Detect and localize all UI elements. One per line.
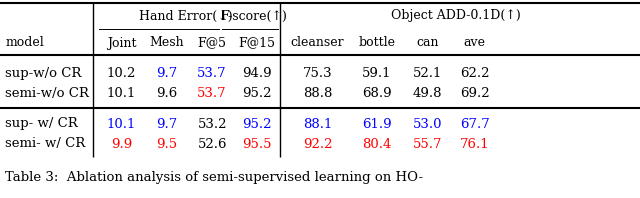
Text: 61.9: 61.9 (362, 117, 392, 130)
Text: 9.6: 9.6 (156, 88, 177, 101)
Text: F@5: F@5 (198, 36, 227, 50)
Text: 52.6: 52.6 (197, 137, 227, 150)
Text: Joint: Joint (107, 36, 136, 50)
Text: 53.0: 53.0 (412, 117, 442, 130)
Text: cleanser: cleanser (291, 36, 344, 50)
Text: 76.1: 76.1 (460, 137, 490, 150)
Text: 53.7: 53.7 (197, 67, 227, 80)
Text: 9.9: 9.9 (111, 137, 132, 150)
Text: 9.5: 9.5 (156, 137, 177, 150)
Text: ave: ave (463, 36, 486, 50)
Text: 59.1: 59.1 (362, 67, 392, 80)
Text: 52.1: 52.1 (413, 67, 442, 80)
Text: 9.7: 9.7 (156, 67, 177, 80)
Text: 88.8: 88.8 (303, 88, 332, 101)
Text: 95.2: 95.2 (242, 88, 272, 101)
Text: 80.4: 80.4 (362, 137, 391, 150)
Text: 10.1: 10.1 (107, 117, 136, 130)
Text: 95.2: 95.2 (242, 117, 272, 130)
Text: 69.2: 69.2 (460, 88, 490, 101)
Text: 9.7: 9.7 (156, 117, 177, 130)
Text: Hand Error(↓): Hand Error(↓) (139, 10, 232, 23)
Text: can: can (416, 36, 438, 50)
Text: sup-w/o CR: sup-w/o CR (5, 67, 81, 80)
Text: Mesh: Mesh (149, 36, 184, 50)
Text: 10.1: 10.1 (107, 88, 136, 101)
Text: F@15: F@15 (239, 36, 275, 50)
Text: semi- w/ CR: semi- w/ CR (5, 137, 85, 150)
Text: 68.9: 68.9 (362, 88, 392, 101)
Text: F-score(↑): F-score(↑) (220, 10, 287, 23)
Text: 88.1: 88.1 (303, 117, 332, 130)
Text: sup- w/ CR: sup- w/ CR (5, 117, 78, 130)
Text: 67.7: 67.7 (460, 117, 490, 130)
Text: 95.5: 95.5 (242, 137, 272, 150)
Text: Object ADD-0.1D(↑): Object ADD-0.1D(↑) (391, 10, 521, 23)
Text: 62.2: 62.2 (460, 67, 490, 80)
Text: 10.2: 10.2 (107, 67, 136, 80)
Text: 75.3: 75.3 (303, 67, 332, 80)
Text: 94.9: 94.9 (242, 67, 272, 80)
Text: 53.7: 53.7 (197, 88, 227, 101)
Text: 49.8: 49.8 (412, 88, 442, 101)
Text: semi-w/o CR: semi-w/o CR (5, 88, 89, 101)
Text: bottle: bottle (358, 36, 395, 50)
Text: 53.2: 53.2 (197, 117, 227, 130)
Text: Table 3:  Ablation analysis of semi-supervised learning on HO-: Table 3: Ablation analysis of semi-super… (5, 171, 423, 185)
Text: 55.7: 55.7 (412, 137, 442, 150)
Text: model: model (5, 36, 44, 50)
Text: 92.2: 92.2 (303, 137, 332, 150)
